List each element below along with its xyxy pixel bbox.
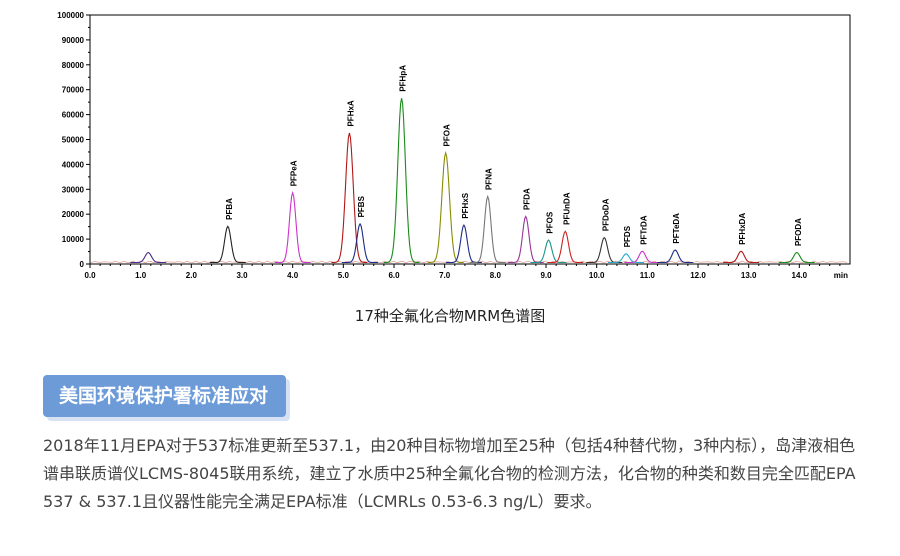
chromatogram-chart: 0 10000 20000 30000 40000 50000 60000 70000 8000… xyxy=(57,11,851,280)
x-tick-label: 8.0 xyxy=(490,271,502,280)
peak-trace-pfhxda xyxy=(723,250,760,264)
chart-axes: 0 10000 20000 30000 40000 50000 60000 70000 8000… xyxy=(57,11,851,280)
y-tick-label: 10000 xyxy=(62,235,85,244)
peak-label-pfhxs: PFHxS xyxy=(461,192,470,218)
x-tick-label: 11.0 xyxy=(640,271,656,280)
peak-label-pfos: PFOS xyxy=(546,211,555,233)
x-axis-unit-label: min xyxy=(834,271,848,280)
peak-label-pfunda: PFUnDA xyxy=(562,192,571,225)
peak-trace-pfoda xyxy=(778,251,815,264)
peak-label-pfna: PFNA xyxy=(485,168,494,190)
x-tick-label: 2.0 xyxy=(186,271,198,280)
y-tick-label: 50000 xyxy=(62,136,85,145)
peak-trace-pftrda xyxy=(624,250,661,264)
peak-trace-pfunda xyxy=(547,230,584,264)
chart-caption: 17种全氟化合物MRM色谱图 xyxy=(354,307,546,325)
peak-trace-pfds xyxy=(608,253,645,264)
peak-label-pfhxda: PFHxDA xyxy=(738,213,747,245)
y-tick-label: 60000 xyxy=(62,111,85,120)
peak-trace-pfba xyxy=(209,225,246,264)
chart-peak-labels: PFBA PFPeA PFHxA PFBS PFHpA PFOA PFHxS PFNA PFDA… xyxy=(225,65,803,248)
peak-label-pfhpa: PFHpA xyxy=(399,65,408,92)
x-tick-label: 3.0 xyxy=(236,271,248,280)
peak-trace-unlabeled-0 xyxy=(130,251,167,264)
y-tick-label: 20000 xyxy=(62,210,85,219)
y-tick-label: 100000 xyxy=(57,11,84,20)
peak-label-pfda: PFDA xyxy=(523,188,532,210)
peak-trace-pfos xyxy=(530,239,567,264)
baseline-noise xyxy=(90,260,848,264)
peak-label-pfoa: PFOA xyxy=(443,124,452,146)
peak-label-pfbs: PFBS xyxy=(357,195,366,217)
y-tick-label: 0 xyxy=(80,260,85,269)
plot-frame xyxy=(89,14,851,265)
x-tick-label: 10.0 xyxy=(589,271,605,280)
peak-trace-pfteda xyxy=(657,249,694,264)
peak-trace-pfbs xyxy=(342,222,379,264)
x-tick-label: 14.0 xyxy=(792,271,808,280)
x-tick-label: 12.0 xyxy=(690,271,706,280)
peak-label-pftrda: PFTrDA xyxy=(639,215,648,245)
chart-traces xyxy=(90,98,848,264)
section-title-badge: 美国环境保护署标准应对 xyxy=(43,375,287,417)
x-tick-label: 7.0 xyxy=(439,271,451,280)
x-tick-label: 9.0 xyxy=(540,271,552,280)
section-body-text: 2018年11月EPA对于537标准更新至537.1，由20种目标物增加至25种… xyxy=(43,436,856,511)
peak-label-pfhxa: PFHxA xyxy=(346,100,355,126)
peak-label-pfoda: PFODA xyxy=(794,218,803,246)
x-tick-label: 5.0 xyxy=(338,271,350,280)
peak-trace-pfna xyxy=(469,194,506,264)
y-tick-label: 40000 xyxy=(62,160,85,169)
peak-label-pfteda: PFTeDA xyxy=(672,213,681,244)
y-tick-label: 70000 xyxy=(62,86,85,95)
peak-label-pfdoda: PFDoDA xyxy=(601,198,610,231)
peak-label-pfds: PFDS xyxy=(623,225,632,247)
peak-trace-pfda xyxy=(507,215,544,264)
peak-trace-pfdoda xyxy=(586,236,623,264)
y-tick-label: 30000 xyxy=(62,185,85,194)
peak-label-pfba: PFBA xyxy=(225,198,234,220)
y-tick-label: 90000 xyxy=(62,36,85,45)
peak-trace-pfhxa xyxy=(331,132,368,264)
x-tick-label: 6.0 xyxy=(388,271,400,280)
peak-trace-pfhpa xyxy=(383,98,420,264)
peak-label-pfpea: PFPeA xyxy=(290,160,299,186)
x-tick-label: 1.0 xyxy=(135,271,147,280)
peak-trace-pfoa xyxy=(427,150,464,264)
y-tick-label: 80000 xyxy=(62,61,85,70)
peak-trace-pfpea xyxy=(274,190,311,264)
x-tick-label: 4.0 xyxy=(287,271,299,280)
x-tick-label: 13.0 xyxy=(741,271,757,280)
x-tick-label: 0.0 xyxy=(84,271,96,280)
